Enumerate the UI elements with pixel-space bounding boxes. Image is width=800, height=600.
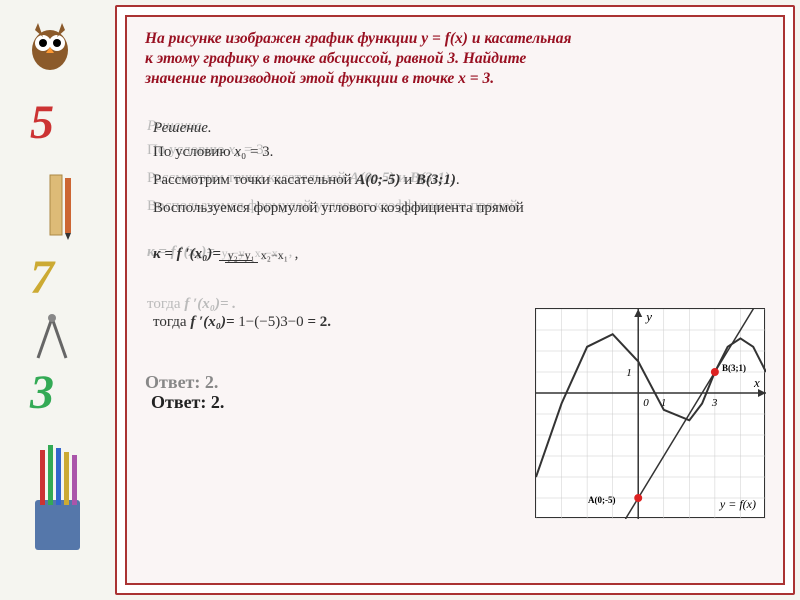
line1: По условию x₀ = 3. [153, 141, 273, 164]
title-line-2: к этому графику в точке абсциссой, равно… [145, 50, 526, 67]
line2: Рассмотрим точки касательной A(0;-5) и B… [153, 169, 460, 192]
point-b-label: B(3;1) [722, 363, 746, 373]
function-graph: 0yx131 A(0;-5) B(3;1) y = f(x) [535, 308, 765, 518]
number-5: 5 [30, 95, 54, 150]
title-line-3: значение производной этой функции в точк… [145, 70, 494, 87]
ruler-pencil-icon [40, 170, 90, 245]
title-line-1: На рисунке изображен график функции y = … [145, 30, 572, 47]
number-7: 7 [30, 250, 54, 305]
owl-icon [20, 15, 80, 75]
graph-equation: y = f(x) [720, 497, 756, 512]
line3: Воспользуемся формулой углового коэффици… [153, 197, 524, 220]
sidebar-decoration: 5 7 3 [0, 0, 110, 600]
svg-text:0: 0 [643, 397, 649, 409]
problem-title: На рисунке изображен график функции y = … [145, 29, 765, 89]
svg-text:1: 1 [626, 367, 632, 379]
formula-k: к = f ′(x₀)= y₂−y₁x₂−x₁ , к = f ′(x₀)= y… [145, 243, 765, 279]
slide-frame: На рисунке изображен график функции y = … [115, 5, 795, 595]
compass-icon [30, 310, 75, 370]
point-a-label: A(0;-5) [588, 495, 616, 505]
svg-text:3: 3 [711, 397, 718, 409]
pencil-cup-icon [10, 430, 100, 565]
solution-heading: Решение. [153, 117, 212, 140]
svg-text:y: y [644, 309, 652, 324]
svg-text:x: x [753, 375, 760, 390]
slide-content: На рисунке изображен график функции y = … [125, 15, 785, 585]
number-3: 3 [30, 365, 54, 420]
